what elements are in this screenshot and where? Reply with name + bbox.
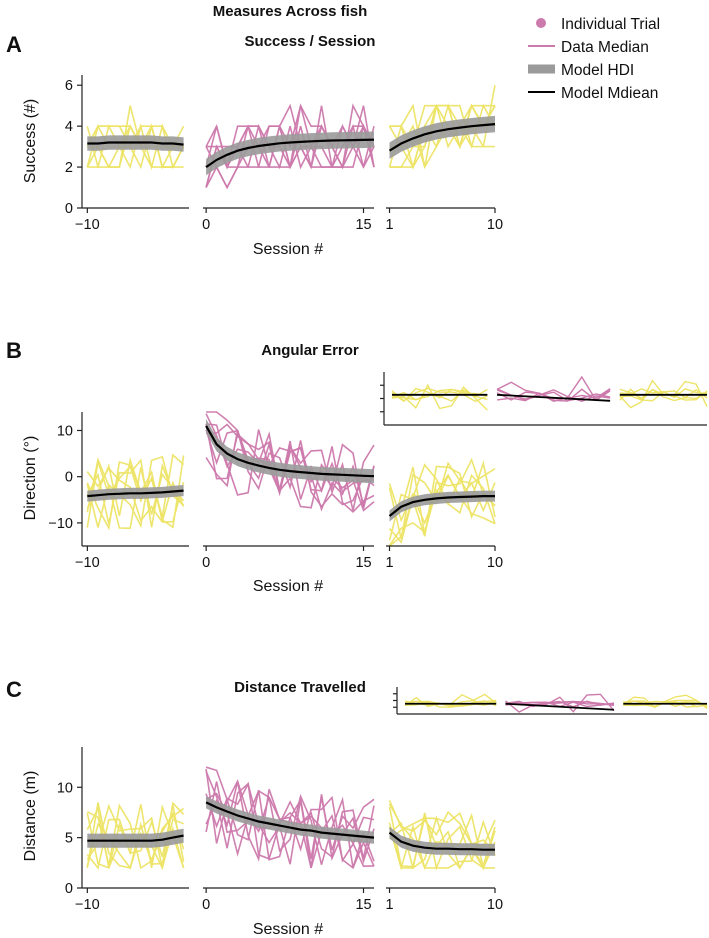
model-median-line	[205, 138, 375, 169]
x-tick-label: 0	[202, 897, 210, 913]
x-tick-label: −10	[75, 555, 100, 571]
x-tick-label: 15	[355, 555, 371, 571]
trial-line	[86, 466, 185, 523]
legend-label: Model Mdiean	[561, 85, 658, 102]
model-median-layer	[87, 123, 707, 851]
trial-line	[205, 768, 375, 869]
model-median-line	[205, 801, 375, 839]
legend-dot-icon	[536, 18, 546, 28]
model-median-line	[388, 495, 495, 517]
hdi-band	[389, 490, 495, 522]
x-tick-label: 0	[202, 217, 210, 233]
inset-median-line	[505, 702, 615, 711]
trial-line	[206, 411, 375, 514]
trial-line	[205, 123, 375, 190]
y-tick-label: 0	[65, 470, 73, 486]
trial-lines-layer	[86, 85, 708, 871]
x-tick-label: 0	[202, 555, 210, 571]
model-median-line	[388, 831, 495, 851]
model-median-line	[388, 123, 496, 152]
trial-line	[389, 85, 496, 168]
model-median-line	[87, 834, 184, 842]
trial-line	[205, 429, 375, 512]
x-tick-label: 10	[487, 217, 503, 233]
panel-title: Success / Session	[245, 33, 376, 50]
hdi-band	[206, 796, 374, 844]
hdi-band	[87, 828, 184, 848]
trial-line	[205, 781, 375, 865]
x-tick-label: 15	[355, 217, 371, 233]
panel-title: Distance Travelled	[234, 679, 366, 696]
trial-line	[205, 766, 375, 870]
y-axis-label: Success (#)	[22, 99, 39, 183]
inset-trial-line	[497, 388, 611, 402]
inset-trial-line	[496, 389, 611, 402]
x-tick-label: −10	[75, 217, 100, 233]
y-tick-label: 10	[57, 423, 73, 439]
y-tick-label: −10	[48, 516, 73, 532]
legend-label: Individual Trial	[561, 16, 660, 33]
x-axis-label: Session #	[253, 921, 323, 938]
x-tick-label: 1	[385, 897, 393, 913]
text-layer: Measures Across fish Individual Trial Data…	[6, 3, 660, 938]
model-median-line	[87, 489, 184, 498]
axes-layer	[77, 75, 707, 893]
y-axis-label: Distance (m)	[22, 771, 39, 862]
inset-trial-line	[619, 388, 708, 399]
y-tick-label: 5	[65, 831, 73, 847]
x-tick-label: 1	[385, 555, 393, 571]
trial-line	[388, 806, 496, 870]
hdi-band	[206, 131, 374, 176]
x-tick-label: −10	[75, 897, 100, 913]
x-tick-label: 1	[385, 217, 393, 233]
panel-letter: A	[6, 32, 22, 57]
figure-title: Measures Across fish	[213, 3, 368, 20]
x-tick-label: 15	[355, 897, 371, 913]
x-axis-label: Session #	[253, 578, 323, 595]
inset-trial-line	[391, 387, 488, 403]
inset-trial-line	[404, 700, 497, 708]
y-tick-label: 0	[65, 201, 73, 217]
y-tick-label: 4	[65, 119, 73, 135]
x-tick-label: 10	[487, 555, 503, 571]
trial-line	[86, 123, 184, 170]
model-median-line	[87, 141, 184, 146]
panel-letter: B	[6, 338, 22, 363]
y-tick-label: 10	[57, 780, 73, 796]
trial-line	[86, 453, 185, 531]
y-tick-label: 0	[65, 881, 73, 897]
x-tick-label: 10	[487, 897, 503, 913]
trial-line	[389, 457, 496, 535]
hdi-band	[206, 418, 374, 484]
legend-label: Model HDI	[561, 62, 634, 79]
trial-line	[205, 423, 375, 493]
y-axis-label: Direction (°)	[22, 436, 39, 521]
trial-line	[86, 455, 185, 529]
inset-median-line	[497, 393, 611, 402]
trial-line	[206, 423, 375, 509]
panel-title: Angular Error	[261, 342, 359, 359]
y-tick-label: 2	[65, 160, 73, 176]
y-tick-label: 6	[65, 78, 73, 94]
x-axis-label: Session #	[253, 241, 323, 258]
inset-trial-line	[496, 375, 611, 403]
trial-line	[388, 465, 496, 541]
panel-letter: C	[6, 677, 22, 702]
inset-trial-line	[623, 700, 708, 708]
legend-label: Data Median	[561, 39, 649, 56]
inset-trial-line	[505, 693, 615, 713]
model-median-line	[205, 425, 375, 478]
